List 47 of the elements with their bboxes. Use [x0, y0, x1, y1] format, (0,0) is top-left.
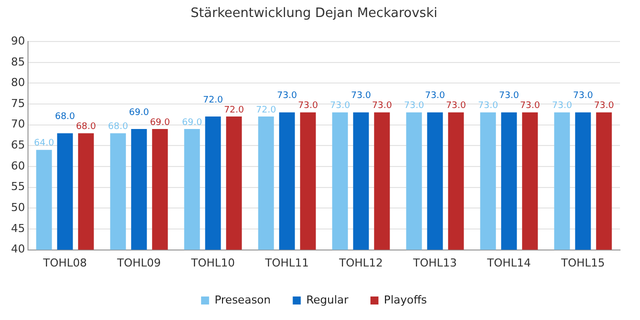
data-label: 68.0: [54, 112, 76, 122]
y-tick-label: 90: [10, 34, 25, 48]
data-label: 73.0: [594, 101, 614, 112]
y-tick-label: 65: [10, 138, 25, 152]
data-label: 68.0: [108, 122, 128, 132]
legend-label: Regular: [306, 293, 349, 306]
data-label: 73.0: [330, 101, 350, 112]
data-label: 73.0: [404, 101, 424, 112]
x-tick-label: TOHL13: [412, 256, 457, 270]
data-label: 73.0: [498, 91, 520, 102]
data-label: 73.0: [446, 101, 466, 112]
data-label: 73.0: [372, 101, 392, 112]
data-label: 72.0: [224, 105, 244, 116]
y-tick-label: 70: [10, 118, 25, 131]
data-label: 73.0: [478, 101, 498, 112]
y-tick-label: 50: [10, 201, 25, 214]
data-label: 73.0: [552, 101, 572, 112]
legend-label: Preseason: [214, 293, 271, 306]
data-label: 73.0: [520, 101, 540, 112]
x-tick-label: TOHL10: [190, 256, 235, 270]
x-tick-label: TOHL12: [338, 256, 383, 270]
data-label: 73.0: [572, 91, 594, 102]
data-label: 73.0: [298, 101, 318, 112]
y-tick-label: 80: [10, 76, 25, 90]
y-tick-label: 45: [10, 222, 25, 235]
data-label: 72.0: [256, 105, 276, 116]
x-tick-label: TOHL15: [560, 256, 605, 270]
data-label: 69.0: [128, 108, 150, 118]
y-tick-label: 60: [10, 159, 25, 172]
data-label: 69.0: [150, 118, 170, 128]
y-tick-label: 55: [10, 180, 25, 194]
data-label: 69.0: [182, 118, 202, 128]
legend-label: Playoffs: [384, 293, 428, 306]
chart-title: Stärkeentwicklung Dejan Meckarovski: [190, 6, 438, 22]
data-label: 73.0: [424, 91, 446, 102]
y-tick-label: 40: [10, 242, 25, 256]
data-label: 64.0: [34, 138, 54, 149]
x-tick-label: TOHL11: [264, 256, 309, 270]
x-tick-label: TOHL09: [116, 256, 161, 270]
data-label: 72.0: [202, 95, 224, 106]
y-tick-label: 75: [10, 96, 25, 110]
data-label: 68.0: [76, 122, 96, 132]
data-label: 73.0: [350, 91, 372, 102]
y-tick-label: 85: [10, 55, 25, 68]
x-tick-label: TOHL14: [486, 256, 531, 270]
x-tick-label: TOHL08: [42, 256, 87, 270]
data-label: 73.0: [276, 91, 298, 102]
